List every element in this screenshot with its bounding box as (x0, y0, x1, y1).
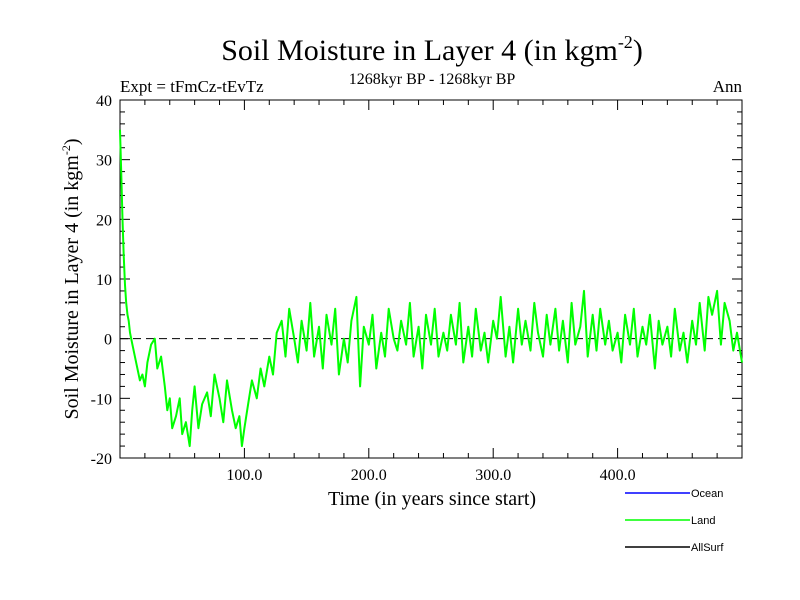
chart-title-end: ) (633, 34, 643, 67)
chart-title: Soil Moisture in Layer 4 (in kgm-2) (221, 32, 643, 67)
y-axis-label-text: Soil Moisture in Layer 4 (in kgm (61, 155, 83, 420)
y-axis-label-superscript: -2 (59, 145, 73, 155)
season-label: Ann (713, 77, 743, 96)
legend-label-land: Land (691, 515, 715, 527)
legend-label-allsurf: AllSurf (691, 542, 724, 554)
chart-subtitle: 1268kyr BP - 1268kyr BP (349, 71, 516, 88)
chart-title-superscript: -2 (618, 32, 633, 52)
y-tick-label: 20 (96, 212, 112, 229)
y-axis-label: Soil Moisture in Layer 4 (in kgm-2) (59, 138, 83, 419)
y-tick-label: -10 (91, 391, 112, 408)
axis-ticks (120, 99, 742, 459)
y-tick-label: 40 (96, 93, 112, 110)
x-axis-label: Time (in years since start) (328, 488, 536, 510)
x-tick-label: 400.0 (600, 467, 636, 484)
expt-label: Expt = tFmCz-tEvTz (120, 77, 264, 96)
x-tick-label: 300.0 (475, 467, 511, 484)
x-tick-label: 200.0 (351, 467, 387, 484)
y-tick-label: 30 (96, 153, 112, 170)
plot-frame (119, 99, 743, 459)
y-tick-label: 0 (104, 332, 112, 349)
x-tick-labels: 100.0 200.0 300.0 400.0 (226, 467, 635, 484)
series-line-land (119, 129, 743, 448)
y-tick-labels: -20 -10 0 10 20 30 40 (91, 93, 112, 468)
series-group (119, 129, 743, 448)
y-tick-label: -20 (91, 451, 112, 468)
legend-label-ocean: Ocean (691, 488, 723, 500)
y-tick-label: 10 (96, 272, 112, 289)
x-tick-label: 100.0 (226, 467, 262, 484)
legend: Ocean Land AllSurf (625, 488, 724, 554)
chart-title-text: Soil Moisture in Layer 4 (in kgm (221, 34, 618, 67)
y-axis-label-end: ) (61, 138, 83, 145)
